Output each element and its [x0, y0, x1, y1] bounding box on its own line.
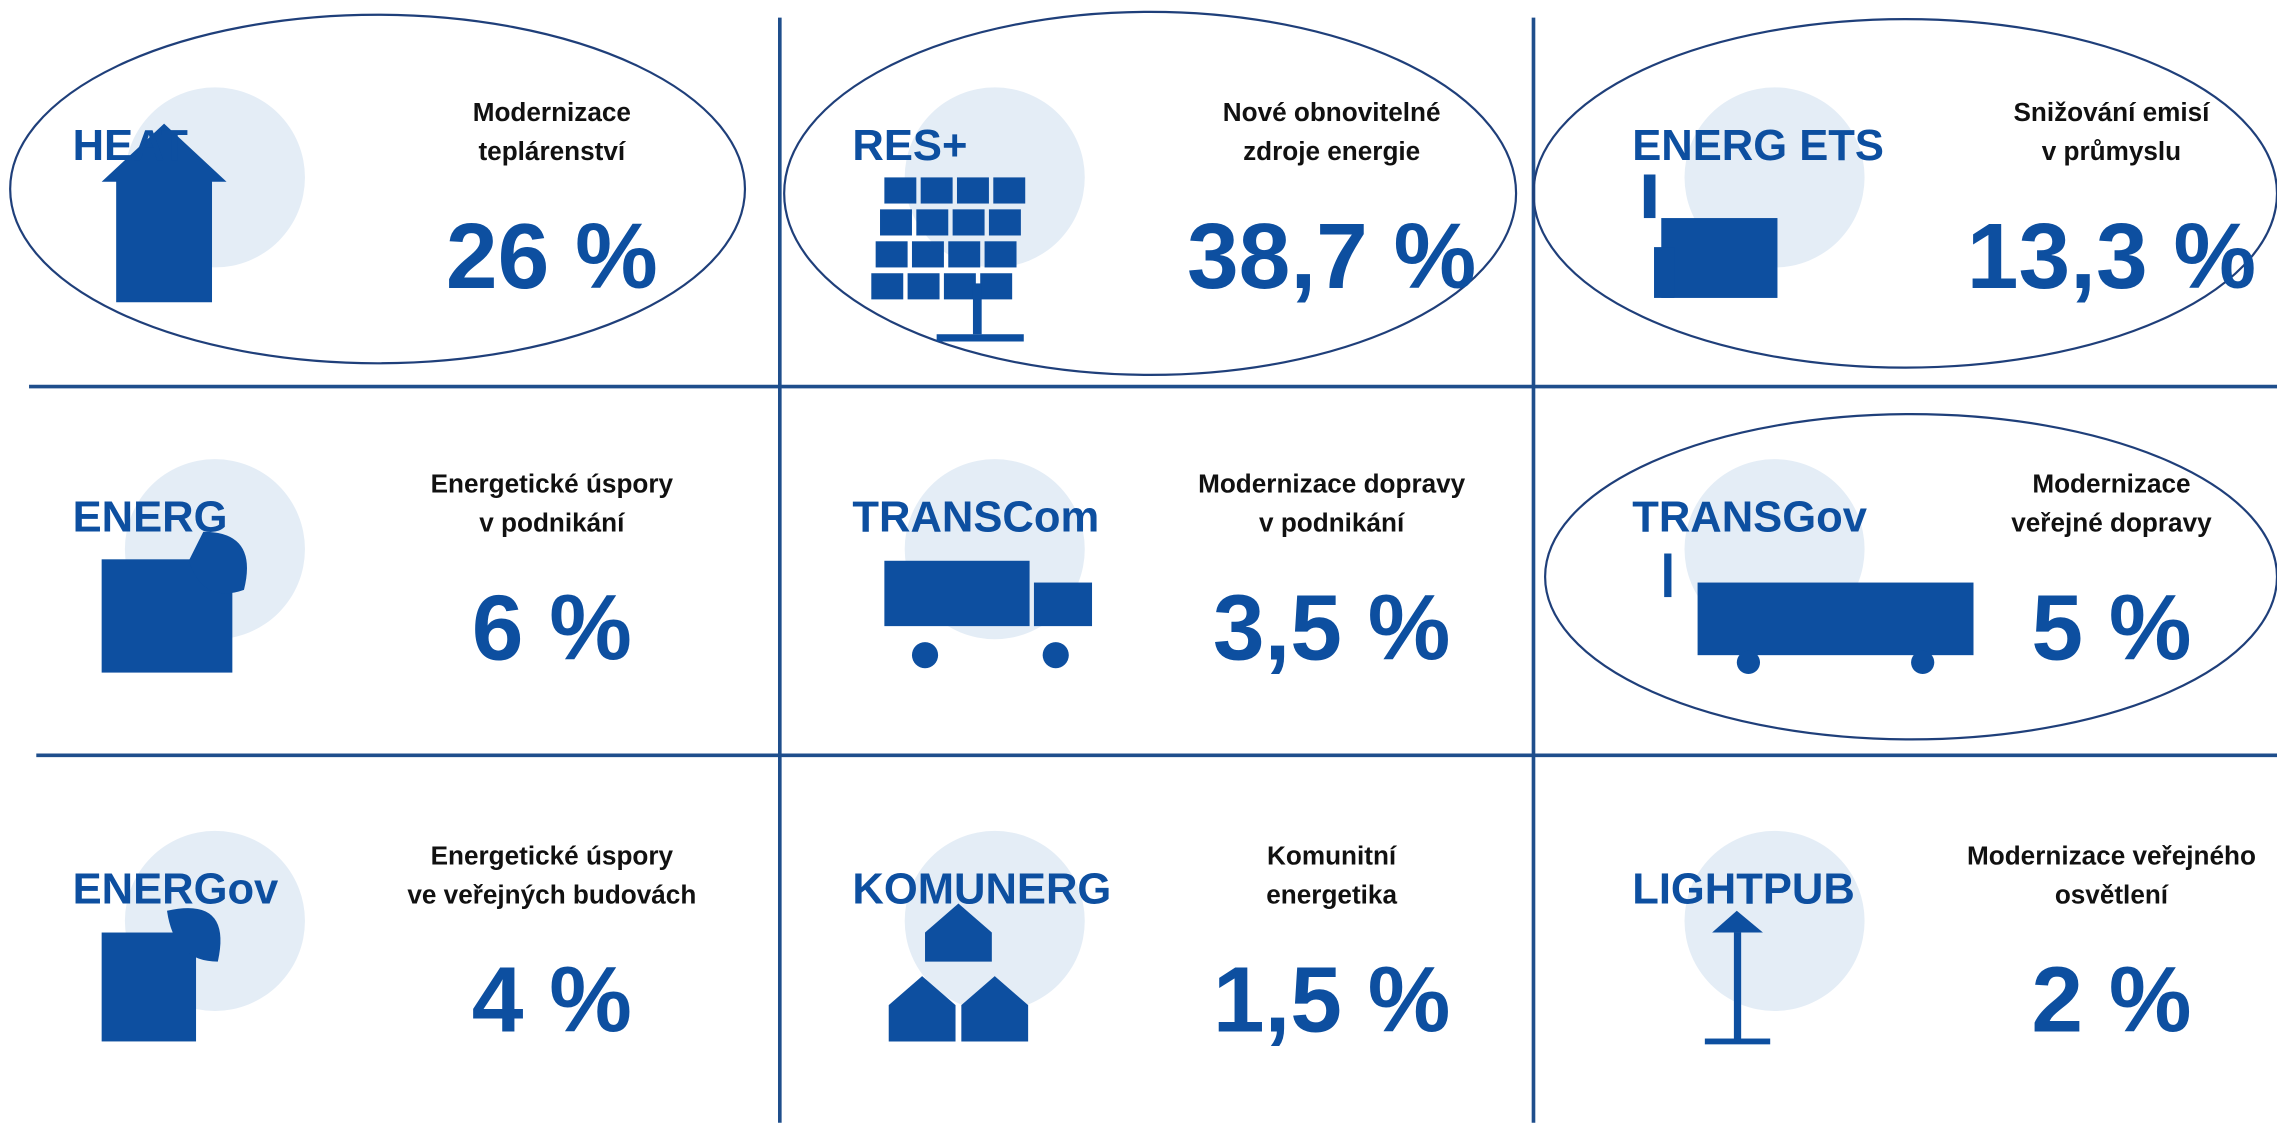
- icon-part: [1911, 650, 1935, 675]
- tile-code: HEAT: [73, 122, 189, 170]
- icon-part: [101, 123, 227, 303]
- tile: HEAT Modernizace teplárenství 26 %: [9, 13, 747, 365]
- highlight-ellipse: [9, 13, 747, 365]
- icon-backdrop: [1684, 830, 1865, 1011]
- icon-part: [920, 177, 953, 204]
- tile: LIGHTPUB Modernizace veřejného osvětlení 2 …: [1632, 830, 2256, 1051]
- tile-description: Energetické úspory: [431, 469, 674, 499]
- icon-part: [880, 209, 912, 236]
- icon-backdrop: [904, 830, 1085, 1011]
- tile-code: TRANSGov: [1632, 494, 1867, 542]
- tiles: HEAT Modernizace teplárenství 26 % RES+ Nové …: [9, 10, 2277, 1051]
- tile-description: Snižování emisí: [2013, 97, 2210, 127]
- tile-value: 1,5 %: [1213, 947, 1451, 1051]
- tile-code: ENERGov: [73, 865, 279, 913]
- icon-part: [988, 209, 1021, 236]
- icon-part: [166, 908, 221, 962]
- tile-code: TRANSCom: [852, 494, 1099, 542]
- icon-part: [875, 241, 908, 268]
- tile-description: Energetické úspory: [431, 840, 674, 870]
- tile-value: 26 %: [446, 204, 658, 308]
- icon-part: [101, 932, 197, 1042]
- icon-part: [1643, 174, 1656, 219]
- icon-part: [993, 177, 1026, 204]
- tile: ENERG ETS Snižování emisí v průmyslu 13,3 %: [1532, 18, 2277, 369]
- icon-part: [1042, 642, 1069, 669]
- icon-part: [984, 241, 1017, 268]
- icon-part: [884, 177, 917, 204]
- tile-value: 2 %: [2031, 947, 2191, 1051]
- tile-description: energetika: [1266, 879, 1397, 909]
- tile-description: v podnikání: [1259, 508, 1405, 538]
- tile-value: 38,7 %: [1187, 204, 1476, 308]
- highlight-ellipse: [1532, 18, 2277, 369]
- tile-description: Nové obnovitelné: [1223, 97, 1441, 127]
- icon-part: [916, 209, 949, 236]
- icon-part: [936, 334, 1024, 342]
- tile-description: v průmyslu: [2042, 136, 2181, 166]
- icon-part: [888, 903, 1029, 1042]
- tile: TRANSCom Modernizace dopravy v podnikání 3,…: [852, 459, 1466, 680]
- icon-part: [980, 273, 1013, 300]
- icon-part: [952, 209, 985, 236]
- icon-part: [1697, 582, 1974, 656]
- tile-value: 5 %: [2031, 576, 2191, 680]
- icon-part: [1033, 582, 1093, 627]
- icon-part: [907, 273, 940, 300]
- tile-value: 13,3 %: [1967, 204, 2256, 308]
- tile-description: Modernizace: [2032, 469, 2190, 499]
- tile-code: ENERG ETS: [1632, 122, 1884, 170]
- tile-description: Modernizace: [473, 97, 631, 127]
- tile-description: zdroje energie: [1243, 136, 1420, 166]
- tile-code: LIGHTPUB: [1632, 865, 1855, 913]
- tile: KOMUNERG Komunitní energetika 1,5 %: [852, 830, 1451, 1051]
- icon-part: [1654, 247, 1675, 298]
- tile-description: veřejné dopravy: [2011, 508, 2212, 538]
- icon-backdrop: [904, 87, 1085, 268]
- icon-part: [1664, 553, 1672, 598]
- tile-value: 3,5 %: [1213, 576, 1451, 680]
- icon-part: [1736, 650, 1761, 675]
- icon-part: [1704, 1038, 1771, 1045]
- tile-description: ve veřejných budovách: [407, 879, 696, 909]
- icon-part: [943, 273, 976, 300]
- tile-code: RES+: [852, 122, 967, 170]
- tile-description: Modernizace veřejného: [1967, 840, 2256, 870]
- icon-part: [1661, 218, 1778, 298]
- tile-code: ENERG: [73, 494, 228, 542]
- tile: TRANSGov Modernizace veřejné dopravy 5 %: [1544, 413, 2277, 741]
- icon-part: [188, 531, 247, 594]
- icon-part: [956, 177, 989, 204]
- tile-description: Modernizace dopravy: [1198, 469, 1466, 499]
- tile: ENERGov Energetické úspory ve veřejných bu…: [73, 830, 696, 1051]
- highlight-ellipse: [783, 10, 1518, 376]
- icon-part: [884, 560, 1030, 627]
- icon-part: [948, 241, 981, 268]
- highlight-ellipse: [1544, 413, 2277, 741]
- icon-part: [1733, 932, 1742, 1042]
- icon-part: [911, 642, 939, 669]
- tile-description: teplárenství: [478, 136, 625, 166]
- icon-part: [972, 283, 982, 335]
- tile-code: KOMUNERG: [852, 865, 1111, 913]
- tile-description: v podnikání: [479, 508, 625, 538]
- tile-description: Komunitní: [1267, 840, 1397, 870]
- tile-value: 4 %: [472, 947, 632, 1051]
- tile: RES+ Nové obnovitelné zdroje energie 38,7 %: [783, 10, 1518, 376]
- icon-part: [1712, 910, 1763, 933]
- tile: ENERG Energetické úspory v podnikání 6 %: [73, 459, 674, 680]
- tile-value: 6 %: [472, 576, 632, 680]
- icon-part: [911, 241, 944, 268]
- icon-part: [871, 273, 904, 300]
- tile-description: osvětlení: [2055, 879, 2169, 909]
